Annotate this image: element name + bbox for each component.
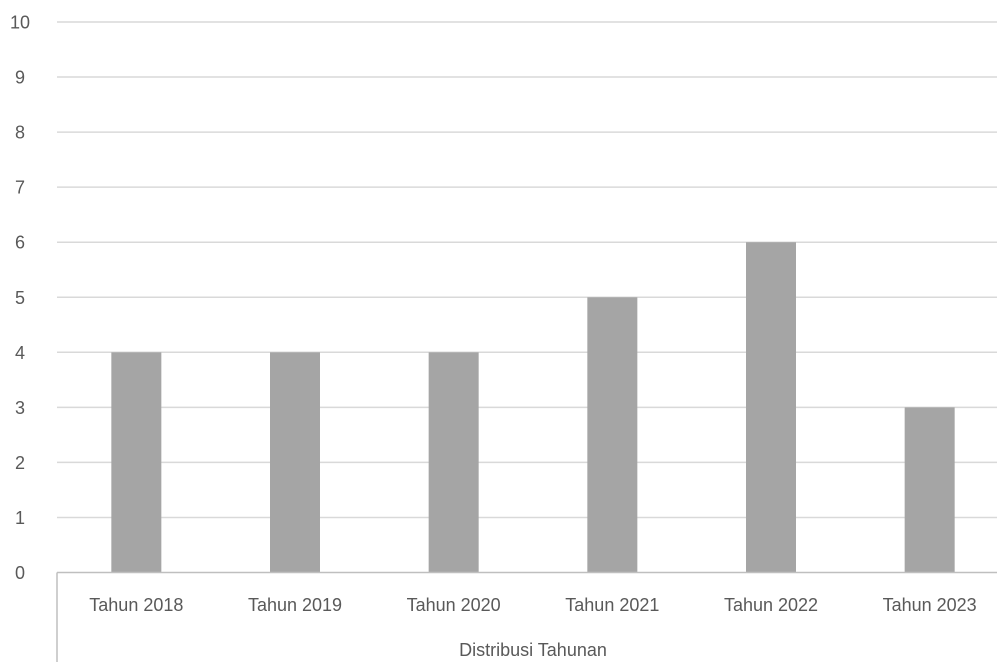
x-category-label: Tahun 2021: [565, 595, 659, 615]
y-tick-label: 3: [15, 398, 25, 418]
y-tick-label: 2: [15, 453, 25, 473]
bar: [111, 352, 162, 573]
y-tick-label: 5: [15, 288, 25, 308]
bars: [111, 242, 955, 573]
y-axis-tick-labels: 0 1 2 3 4 5 6 7 8 9 10: [10, 13, 30, 584]
x-category-label: Tahun 2022: [724, 595, 818, 615]
bar: [270, 352, 320, 573]
y-tick-label: 4: [15, 343, 25, 363]
y-tick-label: 8: [15, 123, 25, 143]
bar: [428, 352, 479, 573]
y-tick-label: 10: [10, 13, 30, 33]
y-tick-label: 0: [15, 563, 25, 583]
x-axis-category-labels: Tahun 2018 Tahun 2019 Tahun 2020 Tahun 2021…: [89, 595, 976, 615]
bar: [587, 297, 638, 573]
x-category-label: Tahun 2019: [248, 595, 342, 615]
category-group-label: Distribusi Tahunan: [459, 640, 607, 660]
axes: [56, 571, 997, 662]
y-tick-label: 7: [15, 178, 25, 198]
y-tick-label: 9: [15, 68, 25, 88]
bar: [746, 242, 796, 573]
x-category-label: Tahun 2023: [883, 595, 977, 615]
bar: [904, 407, 955, 573]
y-tick-label: 6: [15, 233, 25, 253]
gridlines: [57, 21, 997, 519]
x-category-label: Tahun 2020: [407, 595, 501, 615]
x-category-label: Tahun 2018: [89, 595, 183, 615]
y-tick-label: 1: [15, 508, 25, 528]
